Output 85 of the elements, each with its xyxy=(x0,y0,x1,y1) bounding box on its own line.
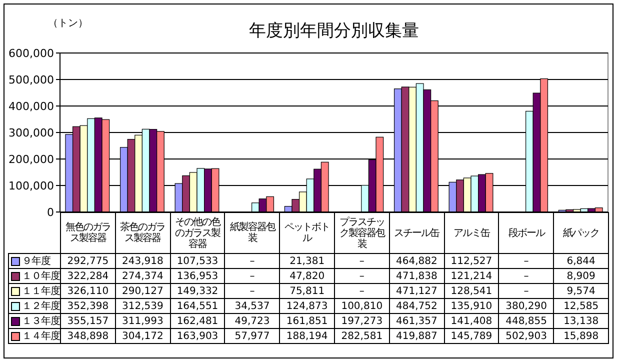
x-tick-label: 段ボール xyxy=(498,212,554,254)
data-label: 352,398 xyxy=(60,298,116,314)
data-label: 502,903 xyxy=(498,328,554,344)
data-label: 304,172 xyxy=(115,328,170,344)
data-label: 163,903 xyxy=(170,328,225,344)
y-tick-label: 100,000 xyxy=(8,180,54,192)
data-label: 188,194 xyxy=(280,328,334,344)
y-tick-label: 300,000 xyxy=(8,126,54,140)
text: – xyxy=(250,270,255,282)
data-label: 461,357 xyxy=(389,314,444,328)
data-label: 49,723 xyxy=(224,314,280,328)
x-tick-label: その他の色のガラス製容器 xyxy=(170,212,225,254)
text: – xyxy=(524,270,529,282)
text: – xyxy=(359,256,364,266)
data-label: 13,138 xyxy=(554,314,608,328)
data-label: 312,539 xyxy=(115,298,170,314)
data-label: 112,527 xyxy=(444,254,499,268)
text: – xyxy=(250,286,255,296)
data-label: 243,918 xyxy=(115,254,170,268)
data-label: 6,844 xyxy=(554,254,608,268)
legend-label: １４年度 xyxy=(8,328,60,344)
data-label: 9,574 xyxy=(554,284,608,298)
data-label: 135,910 xyxy=(444,298,499,314)
data-label: 124,873 xyxy=(280,298,334,314)
data-label: 464,882 xyxy=(389,254,444,268)
data-label: 274,374 xyxy=(115,268,170,284)
data-label: 75,811 xyxy=(280,284,334,298)
text: – xyxy=(250,256,255,266)
y-tick-label: 200,000 xyxy=(8,153,54,166)
data-label: 21,381 xyxy=(280,254,334,268)
legend-label: １１年度 xyxy=(8,284,60,298)
data-label: 282,581 xyxy=(334,328,390,344)
data-label: 121,214 xyxy=(444,268,499,284)
data-label: 290,127 xyxy=(115,284,170,298)
data-label: 107,533 xyxy=(170,254,225,268)
data-label: 471,838 xyxy=(389,268,444,284)
legend-label: ９年度 xyxy=(8,254,60,268)
data-label: 8,909 xyxy=(554,268,608,284)
data-label: 12,585 xyxy=(554,298,608,314)
x-tick-label: アルミ缶 xyxy=(444,212,499,254)
y-tick-label: 600,000 xyxy=(8,47,54,60)
x-tick-label: 紙製容器包装 xyxy=(224,212,280,254)
data-label: 47,820 xyxy=(280,268,334,284)
data-label: 448,855 xyxy=(498,314,554,328)
data-label: 322,284 xyxy=(60,268,116,284)
data-label: 100,810 xyxy=(334,298,390,314)
data-label: 348,898 xyxy=(60,328,116,344)
data-label: 197,273 xyxy=(334,314,390,328)
chart-title: 年度別年間分別収集量 xyxy=(249,21,419,41)
data-label: 15,898 xyxy=(554,328,608,344)
data-label: 419,887 xyxy=(389,328,444,344)
y-tick-label: 400,000 xyxy=(8,100,54,113)
y-tick-label: 500,000 xyxy=(8,74,54,86)
x-tick-label: ペットボトル xyxy=(280,212,334,254)
x-tick-label: 紙パック xyxy=(554,212,608,254)
data-label: 161,851 xyxy=(280,314,334,328)
legend-label: １３年度 xyxy=(8,314,60,328)
y-axis-title: （トン） xyxy=(48,18,88,29)
data-label: 34,537 xyxy=(224,298,280,314)
data-label: 149,332 xyxy=(170,284,225,298)
x-tick-label: プラスチック製容器包装 xyxy=(334,212,390,254)
legend-label: １２年度 xyxy=(8,298,60,314)
data-label: 162,481 xyxy=(170,314,225,328)
data-label: 380,290 xyxy=(498,298,554,314)
text: – xyxy=(524,256,529,266)
data-label: 128,541 xyxy=(444,284,499,298)
data-label: 136,953 xyxy=(170,268,225,284)
data-label: 292,775 xyxy=(60,254,116,268)
text: – xyxy=(524,286,529,296)
x-tick-label: 無色のガラス製容器 xyxy=(60,212,116,254)
data-label: 326,110 xyxy=(60,284,116,298)
data-label: 57,977 xyxy=(224,328,280,344)
x-tick-label: スチール缶 xyxy=(389,212,444,254)
x-tick-label: 茶色のガラス製容器 xyxy=(115,212,170,254)
data-label: 164,551 xyxy=(170,298,225,314)
data-label: 484,752 xyxy=(389,298,444,314)
data-label: 145,789 xyxy=(444,328,499,344)
data-label: 141,408 xyxy=(444,314,499,328)
text: – xyxy=(359,270,364,282)
data-label: 471,127 xyxy=(389,284,444,298)
text: – xyxy=(359,286,364,296)
data-label: 311,993 xyxy=(115,314,170,328)
y-tick-label: 0 xyxy=(47,206,54,219)
legend-label: １０年度 xyxy=(8,268,60,284)
data-label: 355,157 xyxy=(60,314,116,328)
